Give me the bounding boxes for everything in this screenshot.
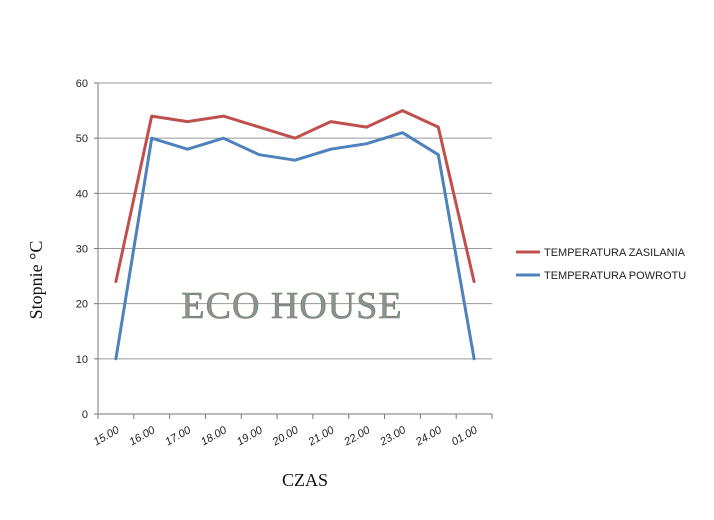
watermark: ECO HOUSE bbox=[181, 285, 402, 327]
y-tick-label: 50 bbox=[76, 133, 88, 145]
y-tick-label: 10 bbox=[76, 354, 88, 366]
legend-label: TEMPERATURA ZASILANIA bbox=[544, 247, 686, 259]
series bbox=[114, 109, 476, 361]
series-line bbox=[114, 109, 476, 284]
legend: TEMPERATURA ZASILANIA TEMPERATURA POWROTU bbox=[516, 247, 686, 282]
series-line bbox=[114, 131, 476, 361]
y-tick-label: 40 bbox=[76, 188, 88, 200]
y-axis-ticks: 0 10 20 30 40 50 60 bbox=[76, 78, 98, 421]
y-axis-title: Stopnie °C bbox=[26, 241, 46, 320]
y-tick-label: 0 bbox=[82, 409, 88, 421]
x-axis-title: CZAS bbox=[282, 470, 328, 490]
y-tick-label: 60 bbox=[76, 78, 88, 90]
y-tick-label: 30 bbox=[76, 244, 88, 256]
y-tick-label: 20 bbox=[76, 299, 88, 311]
grid bbox=[98, 82, 492, 360]
legend-label: TEMPERATURA POWROTU bbox=[544, 270, 686, 282]
